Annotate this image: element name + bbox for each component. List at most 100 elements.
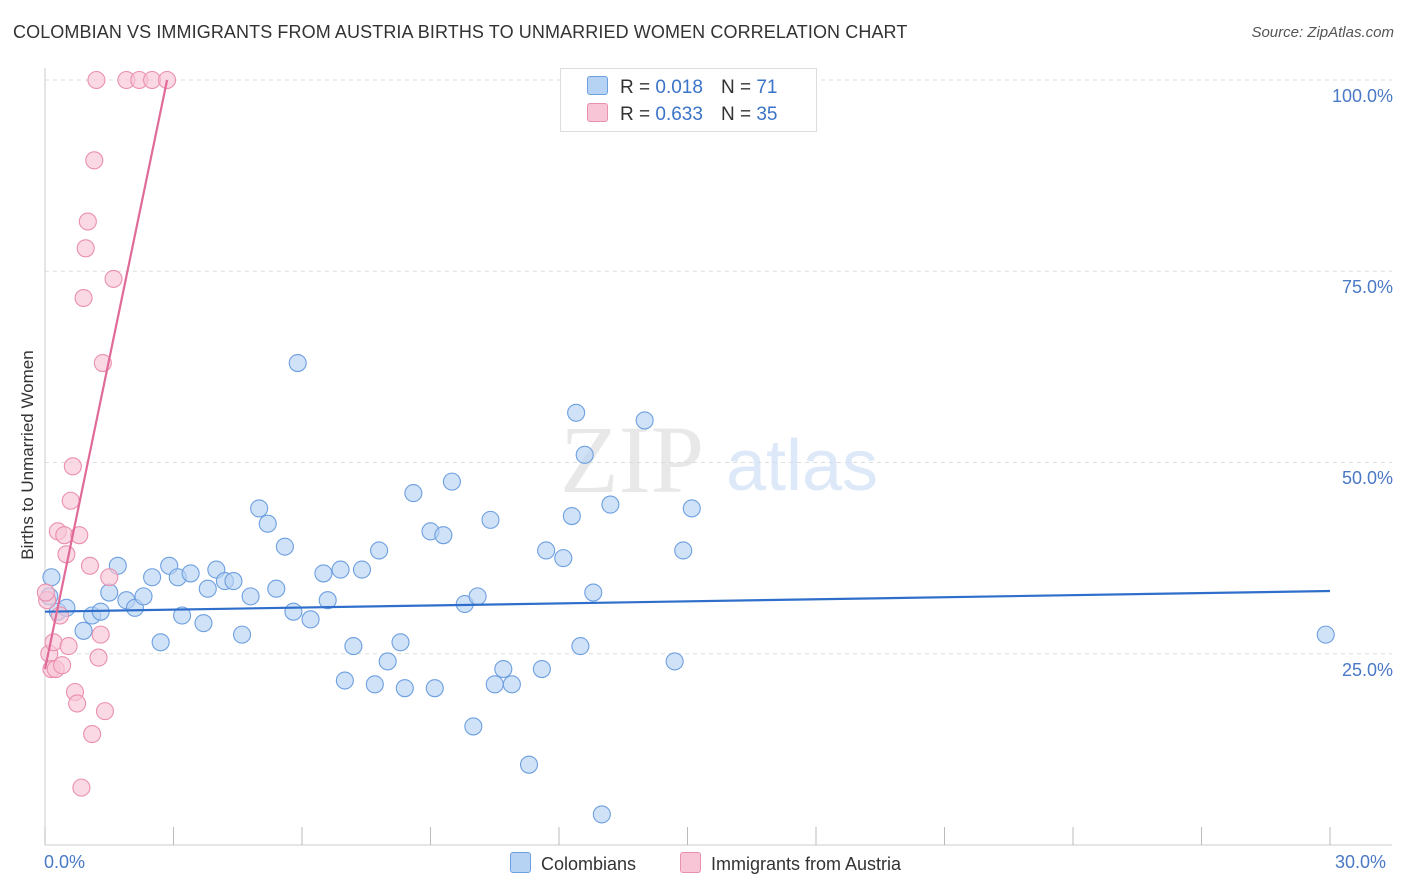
legend-swatch-austria <box>680 852 701 873</box>
austria-point <box>95 702 115 721</box>
n-label: N = <box>720 77 752 98</box>
watermark-atlas: atlas <box>726 426 878 506</box>
colombian-point <box>232 625 252 644</box>
colombian-point <box>378 652 397 671</box>
colombian-point <box>42 568 61 587</box>
colombian-point <box>562 506 581 526</box>
n-label: N = <box>720 104 752 125</box>
stats-legend: R = 0.018 N = 71 R = 0.633 N = 35 <box>560 68 817 132</box>
austria-point <box>89 648 108 667</box>
colombian-point <box>554 549 573 568</box>
austria-point <box>44 633 63 652</box>
colombian-point <box>571 637 590 656</box>
y-axis-label: Births to Unmarried Women <box>18 350 37 560</box>
colombian-point <box>284 602 303 621</box>
austria-point <box>74 288 93 308</box>
colombian-point <box>575 445 594 464</box>
colombian-point <box>344 637 363 656</box>
austria-point <box>36 583 55 602</box>
colombian-point <box>442 472 461 491</box>
source-label: Source: ZipAtlas.com <box>1251 24 1394 41</box>
y-tick-label: 100.0% <box>1331 86 1393 106</box>
colombian-point <box>502 675 521 694</box>
x-tick-label: 0.0% <box>44 852 86 872</box>
y-tick-label: 25.0% <box>1341 660 1393 680</box>
r-value: 0.633 <box>655 104 703 125</box>
austria-point <box>72 778 91 797</box>
colombian-point <box>143 568 162 587</box>
colombian-point <box>468 587 487 606</box>
bottom-legend-colombians: Colombians <box>510 852 636 875</box>
colombian-point <box>674 541 693 560</box>
gridlines <box>45 79 1392 655</box>
legend-swatch-colombians <box>510 852 531 873</box>
colombian-point <box>181 564 200 583</box>
colombian-trend-line <box>44 589 1331 613</box>
colombian-point <box>151 633 170 652</box>
colombian-point <box>224 572 243 591</box>
colombian-point <box>267 579 286 598</box>
chart-title: COLOMBIAN VS IMMIGRANTS FROM AUSTRIA BIR… <box>13 22 908 42</box>
colombian-point <box>134 587 153 606</box>
austria-point <box>68 694 87 713</box>
austria-point <box>63 457 82 476</box>
colombian-point <box>481 510 500 529</box>
austria-point <box>104 269 123 288</box>
trend-lines <box>43 79 1331 670</box>
r-label: R = <box>620 77 651 98</box>
y-tick-label: 50.0% <box>1341 468 1393 488</box>
n-value: 71 <box>756 77 778 98</box>
colombian-point <box>198 579 217 598</box>
colombian-point <box>665 652 684 671</box>
colombian-point <box>485 675 504 694</box>
austria-point <box>100 568 119 587</box>
austria-trend-line <box>43 79 169 670</box>
colombian-point <box>391 633 410 652</box>
colombian-point <box>241 587 260 606</box>
watermark: ZIP atlas <box>560 406 878 513</box>
colombian-point <box>331 560 350 579</box>
austria-point <box>87 70 106 90</box>
axes <box>44 68 1392 846</box>
colombian-point <box>1316 625 1335 644</box>
colombian-point <box>519 755 539 774</box>
austria-point <box>91 625 110 644</box>
x-tick-label: 30.0% <box>1335 852 1387 872</box>
colombian-point <box>592 805 611 824</box>
colombian-point <box>100 583 119 602</box>
austria-point <box>59 637 78 656</box>
legend-label: Colombians <box>541 854 637 874</box>
austria-point <box>80 556 100 575</box>
r-value: 0.018 <box>655 77 703 98</box>
colombian-point <box>434 526 453 545</box>
colombian-point <box>584 583 603 602</box>
legend-swatch-austria <box>587 103 608 122</box>
colombian-point <box>314 564 333 583</box>
colombian-point <box>532 659 551 679</box>
colombian-point <box>567 403 586 422</box>
austria-point <box>76 239 95 258</box>
colombian-point <box>365 675 384 694</box>
data-points <box>36 70 1335 824</box>
austria-point <box>78 212 97 231</box>
colombian-point <box>395 679 414 698</box>
colombian-point <box>250 499 269 518</box>
colombian-point <box>682 499 701 518</box>
colombian-point <box>301 610 320 629</box>
colombian-point <box>173 606 192 625</box>
colombian-point <box>318 591 337 610</box>
colombian-point <box>275 537 294 556</box>
legend-row-austria: R = 0.633 N = 35 <box>587 103 777 126</box>
colombian-point <box>335 671 354 690</box>
colombian-point <box>194 614 213 633</box>
austria-point <box>70 526 89 545</box>
austria-point <box>53 656 72 675</box>
austria-point <box>83 725 102 744</box>
colombian-point <box>635 411 654 430</box>
colombian-point <box>288 353 307 373</box>
colombian-point <box>258 514 277 533</box>
colombian-point <box>74 621 93 640</box>
colombian-point <box>425 679 444 698</box>
colombian-point <box>537 541 556 560</box>
